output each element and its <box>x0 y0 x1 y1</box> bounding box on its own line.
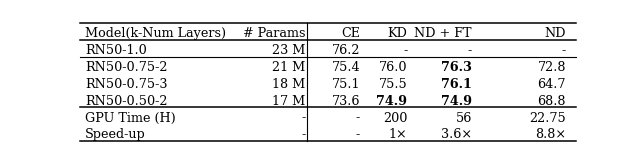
Text: -: - <box>356 128 360 141</box>
Text: -: - <box>562 44 566 57</box>
Text: RN50-0.75-3: RN50-0.75-3 <box>85 78 168 91</box>
Text: 76.0: 76.0 <box>379 61 408 74</box>
Text: 21 M: 21 M <box>273 61 306 74</box>
Text: 72.8: 72.8 <box>538 61 566 74</box>
Text: 56: 56 <box>456 112 472 125</box>
Text: -: - <box>301 112 306 125</box>
Text: 76.1: 76.1 <box>441 78 472 91</box>
Text: CE: CE <box>341 28 360 40</box>
Text: -: - <box>403 44 408 57</box>
Text: 75.1: 75.1 <box>332 78 360 91</box>
Text: RN50-1.0: RN50-1.0 <box>85 44 147 57</box>
Text: 200: 200 <box>383 112 408 125</box>
Text: 8.8×: 8.8× <box>535 128 566 141</box>
Text: Model(k-Num Layers): Model(k-Num Layers) <box>85 28 226 40</box>
Text: 74.9: 74.9 <box>376 95 408 108</box>
Text: ND + FT: ND + FT <box>414 28 472 40</box>
Text: # Params: # Params <box>243 28 306 40</box>
Text: 76.3: 76.3 <box>441 61 472 74</box>
Text: GPU Time (H): GPU Time (H) <box>85 112 176 125</box>
Text: RN50-0.75-2: RN50-0.75-2 <box>85 61 168 74</box>
Text: 1×: 1× <box>388 128 408 141</box>
Text: RN50-0.50-2: RN50-0.50-2 <box>85 95 168 108</box>
Text: 68.8: 68.8 <box>538 95 566 108</box>
Text: 75.5: 75.5 <box>379 78 408 91</box>
Text: -: - <box>356 112 360 125</box>
Text: 3.6×: 3.6× <box>441 128 472 141</box>
Text: 22.75: 22.75 <box>529 112 566 125</box>
Text: KD: KD <box>387 28 408 40</box>
Text: ND: ND <box>545 28 566 40</box>
Text: 17 M: 17 M <box>273 95 306 108</box>
Text: -: - <box>301 128 306 141</box>
Text: Speed-up: Speed-up <box>85 128 146 141</box>
Text: 75.4: 75.4 <box>332 61 360 74</box>
Text: 76.2: 76.2 <box>332 44 360 57</box>
Text: 74.9: 74.9 <box>441 95 472 108</box>
Text: 73.6: 73.6 <box>332 95 360 108</box>
Text: -: - <box>468 44 472 57</box>
Text: 64.7: 64.7 <box>538 78 566 91</box>
Text: 18 M: 18 M <box>273 78 306 91</box>
Text: 23 M: 23 M <box>272 44 306 57</box>
